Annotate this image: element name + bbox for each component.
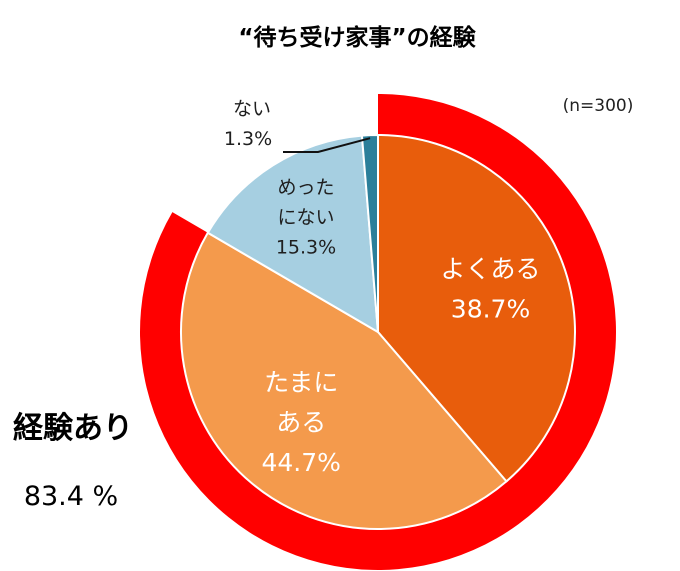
pie-label-value-often: 38.7% <box>451 294 530 323</box>
pie-label-name-rarely: にない <box>278 206 335 228</box>
pie-slice-often <box>377 133 576 483</box>
pie-slice-never <box>360 133 379 333</box>
pie-label-name-often: よくある <box>441 254 541 283</box>
pie-slice-sometimes <box>180 231 508 530</box>
pie-slices-group <box>180 133 576 530</box>
pie-label-name-sometimes: ある <box>276 408 326 437</box>
experience-total-value: 83.4 % <box>24 481 118 512</box>
experience-total-label: 経験あり <box>13 411 133 446</box>
leader-line-never <box>283 137 371 153</box>
chart-title: “待ち受け家事”の経験 <box>238 24 476 51</box>
pie-label-value-never: 1.3% <box>224 128 272 150</box>
pie-label-value-rarely: 15.3% <box>276 236 336 258</box>
pie-slice-rarely <box>206 134 380 334</box>
pie-label-name-rarely: めった <box>278 176 335 198</box>
pie-label-name-sometimes: たまに <box>264 368 338 397</box>
pie-label-name-never: ない <box>233 98 271 120</box>
pie-label-value-sometimes: 44.7% <box>262 448 341 477</box>
sample-size-note: (n=300) <box>563 96 634 116</box>
